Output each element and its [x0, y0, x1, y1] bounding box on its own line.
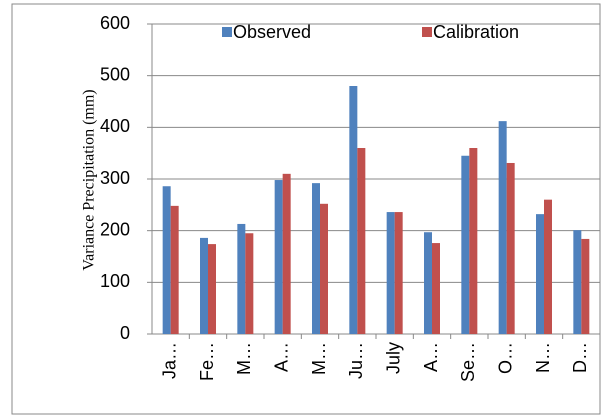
bar	[506, 162, 515, 334]
legend-swatch	[222, 27, 232, 37]
bar	[282, 173, 291, 334]
y-axis-label: Variance Precipitation (mm)	[81, 89, 98, 270]
bar	[170, 205, 179, 334]
x-tick-label: Fe…	[197, 342, 217, 381]
x-tick-label: A…	[271, 342, 291, 372]
bar	[461, 155, 470, 334]
x-tick-label: A…	[421, 342, 441, 372]
x-tick-label: Ja…	[159, 342, 179, 379]
x-tick-label: M…	[309, 342, 329, 375]
bar	[573, 230, 582, 334]
x-tick-label: July	[383, 342, 403, 374]
bar	[312, 183, 320, 334]
bar	[200, 237, 208, 334]
x-tick-label: O…	[495, 342, 515, 374]
legend-label: Calibration	[433, 22, 519, 42]
chart-border	[11, 3, 601, 415]
bar	[536, 214, 544, 334]
bar	[469, 148, 478, 334]
x-tick-label: D…	[570, 342, 590, 373]
y-tick-label: 300	[100, 168, 130, 188]
x-tick-label: Se…	[458, 342, 478, 382]
y-tick-label: 600	[100, 13, 130, 33]
y-tick-label: 200	[100, 219, 130, 239]
y-tick-label: 400	[100, 116, 130, 136]
bar	[245, 233, 254, 334]
bar	[237, 223, 246, 334]
bar	[581, 238, 590, 334]
bar	[208, 244, 216, 334]
bar	[162, 186, 171, 334]
y-tick-label: 0	[120, 323, 130, 343]
x-tick-label: Ju…	[346, 342, 366, 379]
bar	[394, 212, 403, 334]
legend-swatch	[422, 27, 432, 37]
y-tick-label: 100	[100, 271, 130, 291]
bar	[386, 212, 395, 334]
x-tick-label: M…	[234, 342, 254, 375]
y-tick-label: 500	[100, 64, 130, 84]
bar	[432, 243, 440, 334]
bar	[424, 232, 432, 334]
bar	[274, 180, 283, 334]
legend-label: Observed	[233, 22, 311, 42]
bar	[498, 121, 507, 334]
bar	[357, 148, 366, 334]
x-tick-label: N…	[533, 342, 553, 373]
bar	[544, 199, 552, 334]
bar	[349, 86, 358, 334]
bar	[320, 203, 328, 334]
